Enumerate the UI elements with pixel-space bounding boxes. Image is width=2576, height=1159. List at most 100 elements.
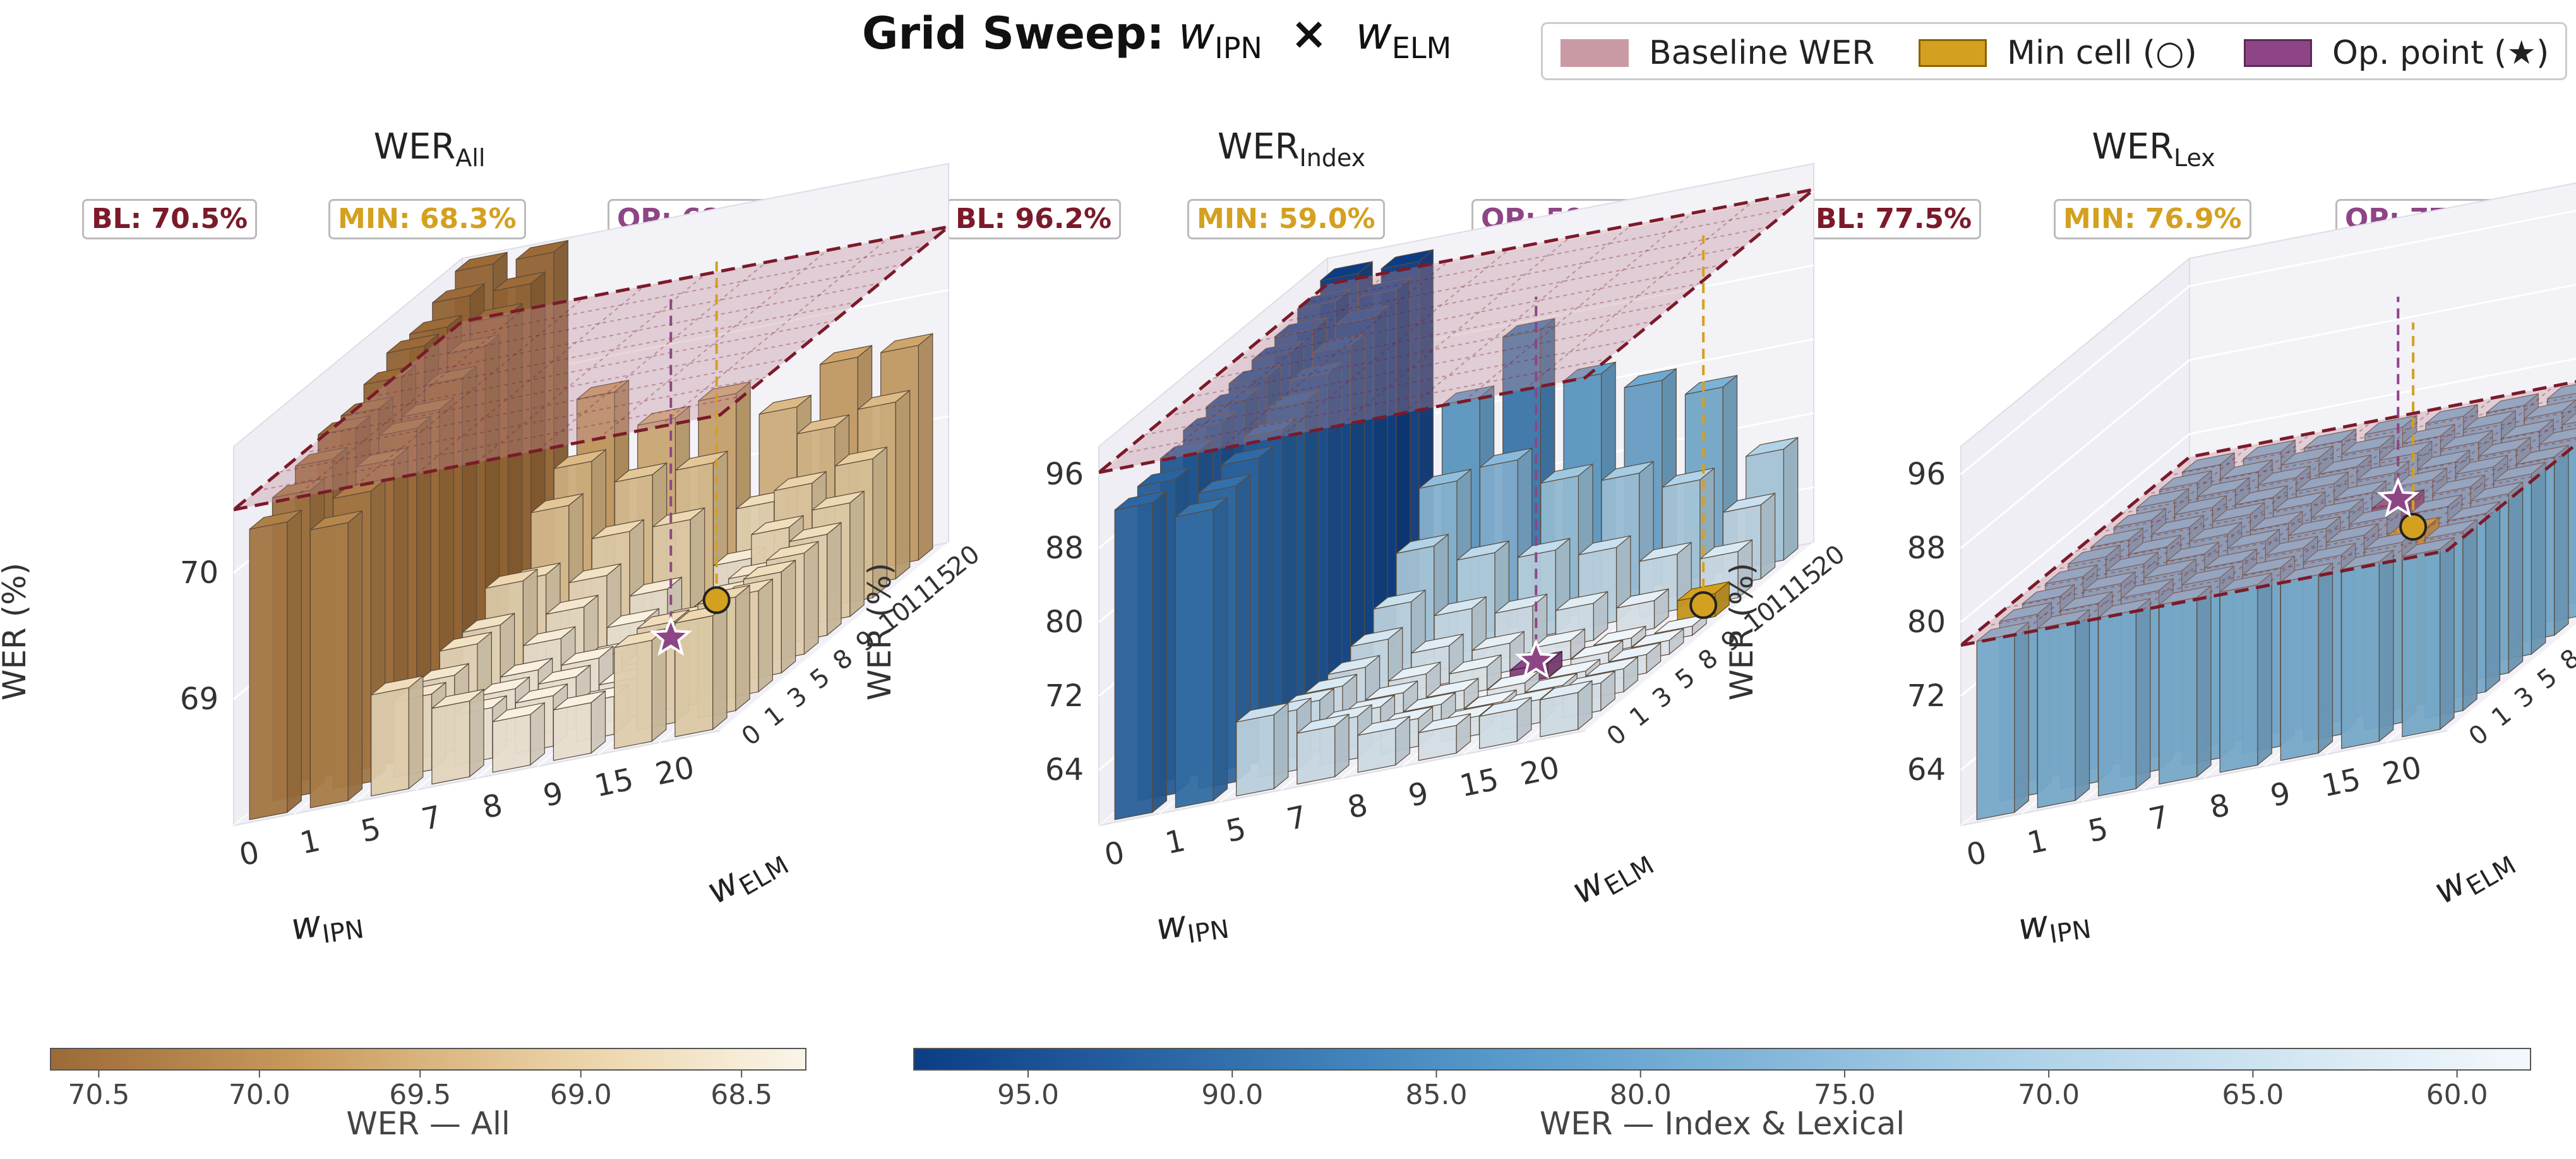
colorbar-index-lex-label: WER — Index & Lexical [1539,1105,1905,1142]
bar-side [2554,444,2569,637]
z-tick-label: 70 [180,555,219,591]
bar-top [1631,628,1684,648]
bar-top [2159,470,2212,491]
bar-0-0 [1976,621,2029,820]
baseline-grid [1190,301,1677,398]
bar-top [1449,654,1502,675]
bar-front [1357,727,1396,773]
bar-front [1175,508,1214,808]
bar-top [2152,515,2204,535]
baseline-grid [1236,264,1723,361]
bar-side [1304,389,1319,726]
bar-top [2417,450,2471,470]
baseline-grid [416,263,903,360]
x-tick-label: 1 [297,823,323,862]
legend-label-op-point: Op. point (★) [2332,34,2549,72]
z-tick-label: 64 [1907,752,1946,788]
bar-top [1518,537,1571,558]
bar-top [1228,364,1281,384]
baseline-plane [232,225,950,512]
bar-top [1495,594,1547,614]
bar-top [1388,661,1441,682]
bar-top [2333,480,2387,500]
baseline-grid [256,395,743,492]
x-tick-label: 15 [592,762,637,804]
baseline-plane [1960,380,2576,647]
bar-side [918,332,933,561]
bar-top [2447,501,2500,522]
bar-top [630,577,682,597]
bar-top [2539,428,2576,445]
bar-top [492,702,545,723]
bar-top [2128,534,2181,555]
bar-top [447,334,500,354]
x-axis-label: wIPN [288,896,366,954]
x-tick-label: 5 [1223,811,1250,850]
bar-front [2219,584,2258,773]
bar-side [712,603,728,731]
colorbar-tick-label: 70.0 [228,1079,291,1111]
bar-top [1585,656,1638,676]
op-point-marker [1514,638,1557,680]
z-tick-label: 96 [1907,457,1946,492]
baseline-grid [2121,424,2576,515]
baseline-grid [2052,474,2539,571]
bar-top [2219,572,2272,592]
y-tick-label: 8 [828,644,858,676]
z-gridline [1960,284,2576,549]
bar-top [2083,571,2136,592]
colorbar-tick-label: 85.0 [1405,1079,1468,1111]
bar-top [2516,445,2569,465]
bar-top [1746,437,1799,457]
y-tick-label: 5 [2532,663,2563,695]
bar-top [1312,333,1365,354]
bar-top [820,345,872,365]
bar-top [416,663,469,683]
bar-top [2273,491,2326,512]
bar-top [1274,317,1327,337]
bar-0-0 [249,509,302,820]
bar-top [1357,716,1410,736]
bar-top [880,333,933,353]
bar-top [386,333,439,354]
baseline-grid [2075,455,2562,552]
bar-top [2463,410,2516,430]
panel-title-lex-sub: Lex [2173,144,2215,172]
bar-top [1624,368,1677,388]
bar-top [538,664,591,685]
x-tick-label: 15 [1457,762,1502,804]
baseline-grid [279,376,766,473]
baseline-grid [302,357,789,454]
stat-min-index: MIN: 59.0% [1187,199,1385,239]
baseline-grid [1984,531,2471,627]
z-gridline [1960,357,2576,623]
bar-top [812,491,865,511]
bar-top [1999,602,2052,622]
stat-min-all: MIN: 68.3% [328,199,526,239]
bar-1-0 [2037,608,2090,808]
bar-top [2204,548,2257,569]
bar-top [1350,627,1403,647]
bar-1-0 [309,510,363,808]
panel-title-index: WERIndex [1134,126,1449,172]
bar-front [2037,620,2076,808]
bar-top [1471,631,1525,651]
x-tick-label: 5 [2085,811,2112,850]
bar-side [1273,702,1289,790]
bar-top [2425,404,2478,424]
bar-top [2478,436,2531,457]
bar-top [591,519,644,539]
bar-15-0 [1479,696,1532,750]
bar-top [1221,445,1274,466]
bar-top [1396,534,1449,554]
bar-top [2493,462,2546,482]
bar-top [2395,467,2447,488]
bar-front [1976,633,2015,820]
x-tick-label: 9 [2267,776,2294,814]
bar-front [371,687,409,797]
bar-top [2433,474,2485,495]
bar-20-0 [2402,536,2455,738]
stat-baseline-lex: BL: 77.5% [1806,199,1982,239]
min-cell-marker [2399,513,2428,541]
z-tick-label: 80 [1907,604,1946,640]
